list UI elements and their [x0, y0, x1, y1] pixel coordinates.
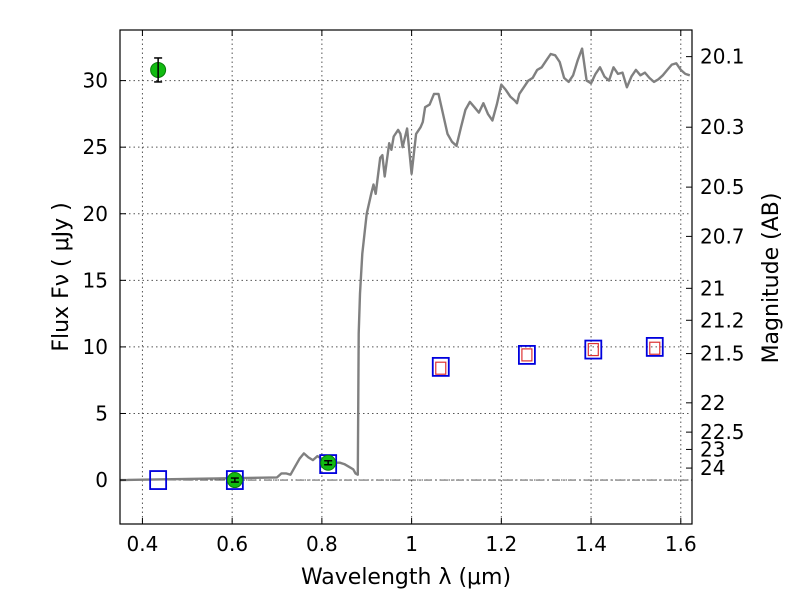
axis-ticks: 0.4 0.6 0.8 1 1.2 1.4 1.6 0 5 10 15 20 25 30 20.1 20.3 2…: [83, 30, 745, 556]
upper-limit-square: [521, 348, 533, 362]
magnitude-tick-label: 21.2: [700, 308, 745, 332]
y-axis-label-right: Magnitude (AB): [759, 193, 784, 364]
data-series: [119, 47, 691, 490]
upper-limit-square: [587, 342, 599, 357]
model-photometry-square: [431, 356, 450, 377]
y-tick-label: 10: [83, 335, 108, 359]
magnitude-tick-label: 22: [700, 391, 725, 415]
grid-lines: [120, 30, 692, 524]
magnitude-tick-label: 24: [700, 456, 725, 480]
y-tick-label: 20: [83, 202, 108, 226]
magnitude-tick-label: 21: [700, 276, 725, 300]
magnitude-tick-label: 22.5: [700, 420, 745, 444]
magnitude-tick-label: 23: [700, 437, 725, 461]
y-tick-label: 0: [95, 468, 108, 492]
magnitude-tick-label: 20.5: [700, 175, 745, 199]
y-tick-label: 30: [83, 69, 108, 93]
x-axis-label: Wavelength λ (μm): [301, 565, 511, 590]
model-photometry-square: [645, 337, 664, 357]
plot-frame: [119, 29, 693, 525]
magnitude-tick-label: 20.3: [700, 115, 745, 139]
x-tick-label: 0.8: [306, 532, 338, 556]
y-tick-label: 15: [83, 268, 108, 292]
model-photometry-square: [149, 470, 168, 490]
y-axis-label-left: Flux Fν ( μJy ): [49, 202, 74, 351]
y-tick-label: 25: [83, 135, 108, 159]
x-tick-label: 1.6: [665, 532, 697, 556]
model-photometry-square: [518, 344, 536, 365]
magnitude-tick-label: 21.5: [700, 342, 745, 366]
spectrum-line: [119, 47, 691, 482]
magnitude-tick-label: 20.1: [700, 45, 745, 69]
upper-limit-square: [435, 361, 447, 375]
x-tick-label: 1: [405, 532, 418, 556]
x-tick-label: 1.4: [575, 532, 607, 556]
x-tick-label: 0.4: [127, 532, 159, 556]
magnitude-tick-label: 20.7: [700, 224, 745, 248]
upper-limit-square: [649, 341, 661, 355]
x-tick-label: 0.6: [216, 532, 248, 556]
y-tick-label: 5: [95, 401, 108, 425]
x-tick-label: 1.2: [485, 532, 517, 556]
model-photometry-square: [584, 339, 603, 360]
